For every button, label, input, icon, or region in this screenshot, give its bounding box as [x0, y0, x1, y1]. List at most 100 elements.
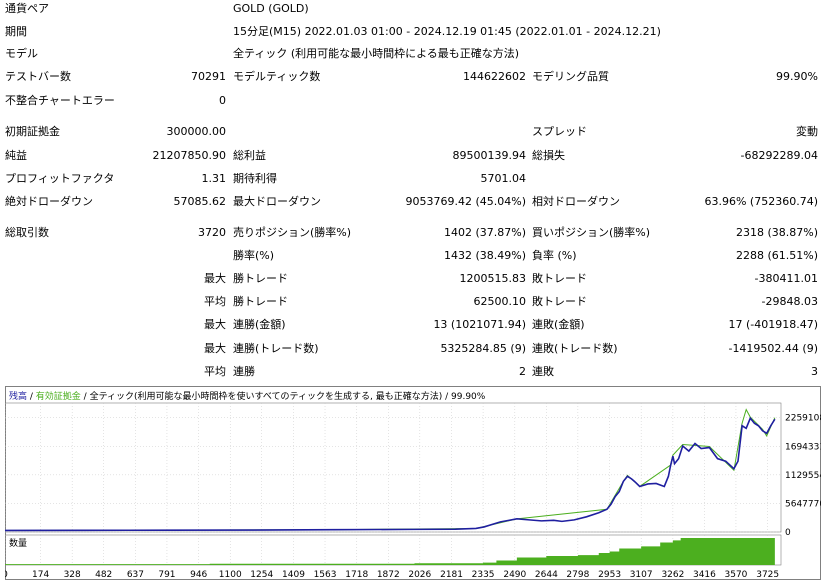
- legend-quality: 99.90%: [451, 392, 486, 402]
- spread-label: スプレッド: [532, 125, 587, 138]
- x-tick-label: 3570: [725, 570, 748, 580]
- legend-sep: /: [81, 392, 90, 402]
- max-qualifier: 最大: [204, 272, 226, 285]
- gross-loss-label: 総損失: [532, 149, 565, 162]
- x-tick-label: 791: [158, 570, 175, 580]
- deposit-value: 300000.00: [166, 125, 227, 138]
- y-tick-label: 22591086: [785, 414, 821, 424]
- max-drawdown-value: 9053769.42 (45.04%): [405, 195, 526, 208]
- x-tick-label: 1254: [250, 570, 273, 580]
- x-tick-label: 3107: [630, 570, 653, 580]
- avg-cons-wins-value: 2: [519, 365, 526, 378]
- profit-factor-label: プロフィットファクタ: [5, 172, 115, 185]
- ticks-value: 144622602: [463, 70, 526, 83]
- gross-profit-label: 総利益: [233, 149, 266, 162]
- short-positions-value: 1402 (37.87%): [443, 226, 526, 239]
- ticks-label: モデルティック数: [233, 70, 321, 83]
- x-tick-label: 2335: [472, 570, 495, 580]
- max-cons-profit-label: 連勝(トレード数): [233, 342, 319, 355]
- x-tick-label: 0: [5, 570, 8, 580]
- y-tick-label: 5647770: [785, 499, 821, 509]
- long-positions-label: 買いポジション(勝率%): [532, 226, 651, 239]
- x-tick-label: 2644: [535, 570, 558, 580]
- y-tick-label: 0: [785, 528, 791, 538]
- loss-rate-value: 2288 (61.51%): [735, 249, 818, 262]
- legend-sep: /: [27, 392, 36, 402]
- x-tick-label: 174: [32, 570, 49, 580]
- x-tick-label: 1718: [345, 570, 368, 580]
- svg-text:残高 / 有効証拠金 / 全ティック(利用可能な最小時間枠を: 残高 / 有効証拠金 / 全ティック(利用可能な最小時間枠を使いすべてのティック…: [9, 390, 486, 402]
- plot-area: [5, 402, 782, 533]
- chart-series: [5, 408, 776, 532]
- avg-cons-losses-value: 3: [811, 365, 818, 378]
- largest-win-value: 1200515.83: [459, 272, 526, 285]
- x-tick-label: 3725: [756, 570, 779, 580]
- max-cons-losses-label: 連敗(金額): [532, 318, 585, 331]
- abs-drawdown-value: 57085.62: [173, 195, 227, 208]
- net-profit-label: 純益: [5, 149, 27, 162]
- rel-drawdown-value: 63.96% (752360.74): [704, 195, 818, 208]
- spread-value: 変動: [796, 125, 818, 138]
- avg-qualifier: 平均: [204, 365, 226, 378]
- expected-payoff-value: 5701.04: [480, 172, 527, 185]
- max-cons-loss-amount-label: 連敗(トレード数): [532, 342, 618, 355]
- max-qualifier: 最大: [204, 342, 226, 355]
- period-label: 期間: [5, 25, 27, 38]
- abs-drawdown-label: 絶対ドローダウン: [5, 195, 93, 208]
- symbol-label: 通貨ペア: [5, 2, 49, 15]
- avg-cons-wins-label: 連勝: [233, 365, 255, 378]
- max-cons-profit-value: 5325284.85 (9): [440, 342, 526, 355]
- legend-model: 全ティック(利用可能な最小時間枠を使いすべてのティックを生成する, 最も正確な方…: [90, 390, 443, 402]
- quality-value: 99.90%: [776, 70, 818, 83]
- mismatch-value: 0: [219, 94, 226, 107]
- legend-equity: 有効証拠金: [36, 390, 81, 402]
- chart-ticks: 0 5647770 11295543 16943315 22591086 0 174 328 4…: [5, 414, 821, 580]
- avg-loss-label: 敗トレード: [532, 295, 587, 308]
- win-rate-label: 勝率(%): [233, 249, 275, 262]
- x-tick-label: 3416: [693, 570, 716, 580]
- model-value: 全ティック (利用可能な最小時間枠による最も正確な方法): [233, 47, 520, 60]
- period-value: 15分足(M15) 2022.01.03 01:00 - 2024.12.19 …: [233, 25, 661, 38]
- x-tick-label: 3262: [661, 570, 684, 580]
- gross-profit-value: 89500139.94: [452, 149, 526, 162]
- legend-sep: /: [442, 392, 451, 402]
- max-qualifier: 最大: [204, 318, 226, 331]
- rel-drawdown-label: 相対ドローダウン: [532, 195, 620, 208]
- max-cons-wins-value: 13 (1021071.94): [433, 318, 526, 331]
- x-tick-label: 1563: [314, 570, 337, 580]
- bars-label: テストバー数: [5, 70, 71, 83]
- max-cons-losses-value: 17 (-401918.47): [728, 318, 818, 331]
- volume-panel: [5, 537, 775, 565]
- avg-win-value: 62500.10: [473, 295, 527, 308]
- avg-loss-value: -29848.03: [761, 295, 818, 308]
- profit-factor-value: 1.31: [201, 172, 227, 185]
- y-tick-label: 11295543: [785, 471, 821, 481]
- avg-qualifier: 平均: [204, 295, 226, 308]
- legend-balance: 残高: [9, 390, 27, 402]
- total-trades-value: 3720: [198, 226, 226, 239]
- balance-line: [5, 416, 776, 532]
- x-tick-label: 1100: [219, 570, 242, 580]
- mismatch-label: 不整合チャートエラー: [5, 94, 115, 107]
- short-positions-label: 売りポジション(勝率%): [233, 226, 352, 239]
- x-tick-label: 2490: [503, 570, 526, 580]
- long-positions-value: 2318 (38.87%): [735, 226, 818, 239]
- x-tick-label: 1872: [377, 570, 400, 580]
- total-trades-label: 総取引数: [5, 226, 49, 239]
- net-profit-value: 21207850.90: [152, 149, 226, 162]
- gross-loss-value: -68292289.04: [740, 149, 818, 162]
- model-label: モデル: [5, 47, 38, 60]
- loss-rate-label: 負率 (%): [532, 249, 577, 262]
- x-tick-label: 2798: [566, 570, 589, 580]
- volume-area-fill: [5, 537, 775, 565]
- max-drawdown-label: 最大ドローダウン: [233, 195, 321, 208]
- max-cons-loss-amount-value: -1419502.44 (9): [728, 342, 818, 355]
- x-tick-label: 637: [127, 570, 144, 580]
- y-tick-label: 16943315: [785, 442, 821, 452]
- largest-loss-label: 敗トレード: [532, 272, 587, 285]
- largest-win-label: 勝トレード: [233, 272, 288, 285]
- x-tick-label: 328: [64, 570, 81, 580]
- deposit-label: 初期証拠金: [5, 125, 60, 138]
- symbol-value: GOLD (GOLD): [233, 2, 309, 15]
- x-tick-label: 482: [95, 570, 112, 580]
